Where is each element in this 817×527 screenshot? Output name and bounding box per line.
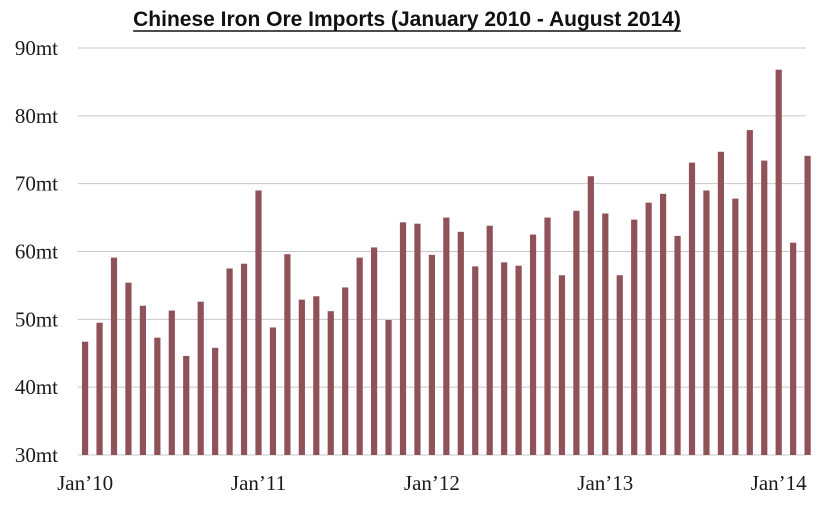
bar-2013-04 (645, 202, 652, 455)
bar-2012-01 (428, 254, 435, 455)
y-tick-label: 70mt (15, 172, 58, 196)
chart-title: Chinese Iron Ore Imports (January 2010 -… (133, 8, 681, 31)
x-tick-label: Jan’13 (577, 471, 633, 495)
bar-2012-07 (515, 265, 522, 455)
bar-2012-09 (544, 217, 551, 455)
bar-2011-01 (255, 190, 262, 455)
bar-2013-12 (761, 160, 768, 455)
bar-2010-08 (183, 355, 190, 455)
y-tick-label: 90mt (15, 36, 58, 60)
y-tick-label: 80mt (15, 104, 58, 128)
bar-2012-06 (501, 262, 508, 455)
bar-2010-03 (110, 257, 118, 455)
bar-2013-07 (688, 162, 696, 455)
bars (82, 69, 811, 456)
bar-2012-10 (558, 275, 566, 455)
bar-2010-09 (197, 301, 204, 455)
bar-2010-10 (212, 347, 219, 455)
bar-2013-06 (674, 235, 681, 455)
bar-2010-05 (139, 305, 146, 455)
x-tick-label: Jan’11 (231, 471, 286, 495)
bar-2011-10 (385, 320, 392, 455)
bar-2012-02 (443, 217, 450, 455)
bar-2012-04 (472, 266, 479, 455)
bar-2010-04 (125, 282, 132, 455)
x-axis: Jan’10 Jan’11 Jan’12 Jan’13 Jan’14 (57, 471, 807, 495)
bar-2010-06 (154, 337, 161, 455)
bar-2012-11 (573, 210, 580, 455)
y-tick-label: 50mt (15, 307, 58, 331)
bar-2013-09 (717, 151, 724, 456)
bar-2013-05 (660, 193, 667, 455)
bar-2014-01 (775, 69, 782, 456)
bar-2011-09 (371, 247, 378, 455)
bar-2011-12 (414, 223, 421, 455)
bar-2010-11 (226, 268, 233, 455)
bar-2013-02 (616, 275, 623, 455)
bar-2010-01 (82, 341, 89, 455)
bar-2011-07 (342, 287, 349, 455)
bar-2011-02 (269, 327, 277, 455)
bar-2013-01 (602, 213, 609, 455)
bar-2013-03 (631, 219, 638, 455)
bar-2010-07 (168, 310, 175, 455)
bar-2014-03 (804, 155, 811, 456)
bar-2010-02 (96, 322, 103, 455)
bar-2011-04 (298, 299, 305, 455)
bar-2010-12 (240, 263, 248, 455)
x-tick-label: Jan’14 (751, 471, 807, 495)
bar-2013-08 (703, 190, 710, 455)
bar-2011-11 (399, 222, 407, 455)
bar-2011-08 (356, 257, 363, 455)
bar-2012-12 (587, 176, 594, 455)
bar-2011-06 (327, 311, 334, 455)
bar-2012-08 (529, 234, 537, 455)
bar-2014-02 (790, 242, 797, 455)
bar-2013-11 (746, 130, 753, 455)
bar-2012-03 (457, 231, 464, 455)
bar-2013-10 (732, 198, 739, 455)
bar-2011-05 (313, 296, 320, 455)
y-tick-label: 40mt (15, 375, 58, 399)
y-tick-label: 60mt (15, 240, 58, 264)
bar-2011-03 (284, 254, 291, 455)
y-tick-label: 30mt (15, 443, 58, 467)
y-axis: 30mt 40mt 50mt 60mt 70mt 80mt 90mt (15, 36, 58, 467)
bar-2012-05 (486, 225, 493, 455)
x-tick-label: Jan’10 (57, 471, 113, 495)
x-tick-label: Jan’12 (404, 471, 460, 495)
